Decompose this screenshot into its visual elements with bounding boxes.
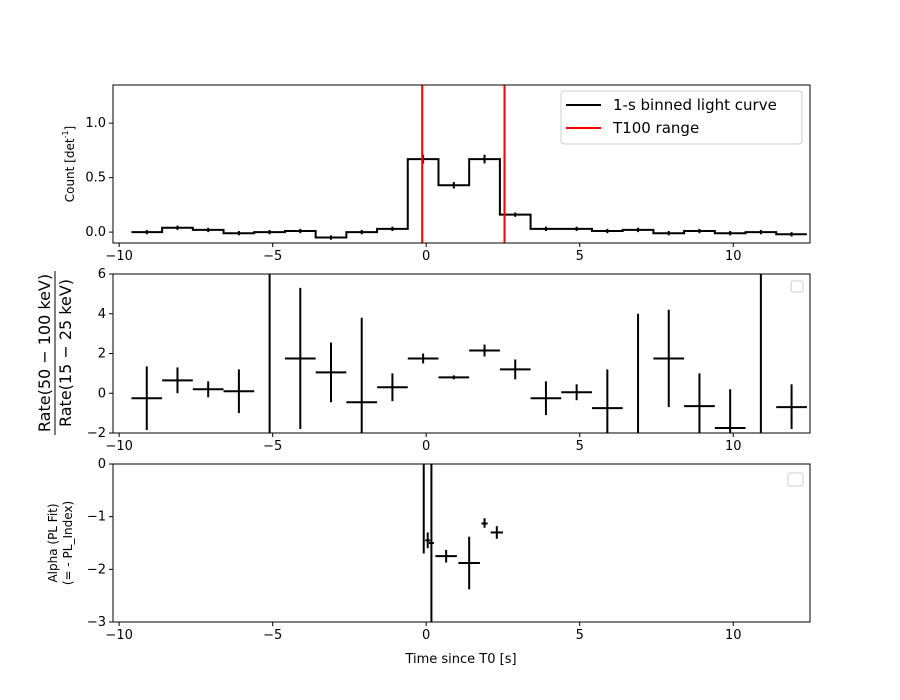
light-curve-step-line — [131, 158, 807, 239]
y-label-main: Count [det — [63, 138, 77, 202]
empty-legend-box — [790, 280, 804, 293]
alpha-panel: −10 −5 0 5 10 −3−2−10 Alpha (PL Fit) (= - PL… — [46, 457, 811, 667]
legend-label-t100: T100 range — [612, 119, 699, 137]
y-tick-label: −2 — [87, 426, 106, 441]
hardness-ratio-panel: −10 −5 0 5 10 −2 0 2 4 6 Rate(50 − 100 keV) Rate… — [35, 267, 811, 454]
legend-label-light-curve: 1-s binned light curve — [613, 96, 777, 114]
light-curve-axes-frame — [112, 84, 811, 244]
x-tick-label: −5 — [263, 628, 282, 643]
x-tick-label: 10 — [725, 249, 742, 264]
alpha-y-axis-label: Alpha (PL Fit) (= - PL_Index) — [46, 501, 75, 585]
x-tick-label: −5 — [263, 249, 282, 264]
y-tick-label: −3 — [87, 615, 106, 630]
y-tick-label: −2 — [87, 562, 106, 577]
x-tick-label: 10 — [725, 628, 742, 643]
x-tick-label: 5 — [576, 249, 584, 264]
hardness-ratio-y-axis-label: Rate(50 − 100 keV) Rate(15 − 25 keV) — [35, 271, 75, 435]
y-tick-label: 4 — [98, 307, 106, 322]
y-label-sup: -1 — [61, 130, 70, 138]
light-curve-panel: −10 −5 0 5 10 0.0 0.5 1.0 Count [det-1] 1-s bi… — [61, 84, 811, 264]
x-tick-label: −5 — [263, 439, 282, 454]
y-tick-label: 6 — [98, 267, 106, 282]
x-tick-label: 5 — [576, 628, 584, 643]
x-tick-label: 5 — [576, 439, 584, 454]
y-tick-label: 0.0 — [85, 225, 106, 240]
y-label-line2: (= - PL_Index) — [61, 501, 75, 585]
alpha-axes-frame — [112, 463, 811, 623]
light-curve-plot-area — [131, 85, 807, 243]
empty-legend-box — [787, 472, 804, 487]
x-axis-label: Time since T0 [s] — [404, 652, 516, 667]
y-tick-label: 2 — [98, 347, 106, 362]
x-tick-label: 0 — [422, 439, 430, 454]
x-tick-label: 0 — [422, 249, 430, 264]
light-curve-y-axis-label: Count [det-1] — [61, 126, 77, 203]
x-tick-label: −10 — [105, 628, 132, 643]
light-curve-y-ticks: 0.0 0.5 1.0 — [85, 116, 113, 240]
alpha-x-ticks: −10 −5 0 5 10 — [105, 622, 742, 643]
y-label-denominator: Rate(15 − 25 keV) — [56, 279, 75, 427]
x-tick-label: −10 — [105, 439, 132, 454]
y-label-suffix: ] — [63, 126, 77, 131]
light-curve-x-ticks: −10 −5 0 5 10 — [105, 243, 742, 264]
y-label-line1: Alpha (PL Fit) — [46, 503, 60, 582]
y-tick-label: 0.5 — [85, 171, 106, 186]
alpha-y-ticks: −3 −2 −1 0 — [87, 457, 113, 630]
y-tick-label: 0 — [98, 386, 106, 401]
x-tick-label: 10 — [725, 439, 742, 454]
y-label-numerator: Rate(50 − 100 keV) — [35, 274, 54, 432]
alpha-plot-area — [422, 464, 503, 622]
legend-box — [560, 90, 803, 145]
y-tick-label: −1 — [87, 510, 106, 525]
y-tick-label: 0 — [98, 457, 106, 472]
hardness-ratio-plot-area — [131, 274, 807, 433]
x-tick-label: −10 — [105, 249, 132, 264]
legend: 1-s binned light curve T100 range — [560, 90, 803, 145]
y-tick-label: 1.0 — [85, 116, 106, 131]
x-tick-label: 0 — [422, 628, 430, 643]
hardness-ratio-y-ticks: −2 0 2 4 6 — [87, 267, 113, 441]
hardness-ratio-x-ticks: −10 −5 0 5 10 — [105, 433, 742, 454]
